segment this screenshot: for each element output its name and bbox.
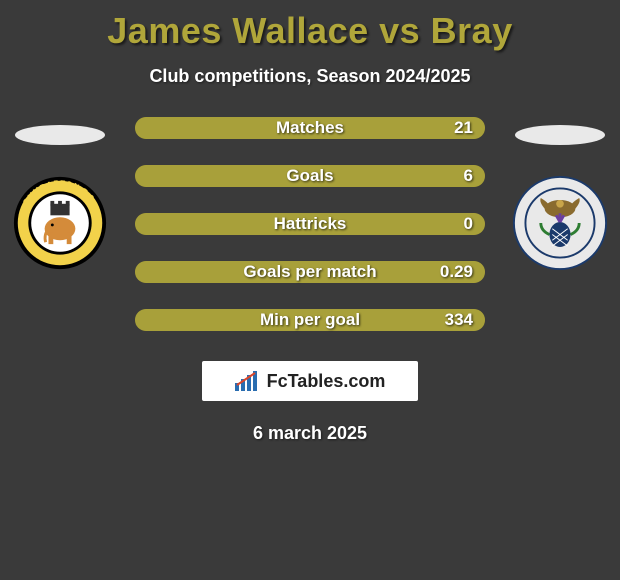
content-area: DUMBARTON F.C. [0,117,620,331]
stat-row-fill [135,213,485,235]
stat-row-fill [135,261,485,283]
dumbarton-crest-icon: DUMBARTON F.C. [12,175,108,271]
stat-row: Goals per match0.29 [135,261,485,283]
comparison-subtitle: Club competitions, Season 2024/2025 [0,66,620,87]
stat-row: Goals6 [135,165,485,187]
stat-row-fill [135,309,485,331]
left-club-crest: DUMBARTON F.C. [12,175,108,271]
generation-date: 6 march 2025 [0,423,620,444]
left-player-column: DUMBARTON F.C. [0,117,120,271]
right-player-name-ellipse [515,125,605,145]
stat-row-fill [135,165,485,187]
stat-bars: Matches21 Goals6 Hattricks0 Goals per match… [135,117,485,331]
inverness-crest-icon [512,175,608,271]
right-player-column [500,117,620,271]
stat-row: Hattricks0 [135,213,485,235]
left-player-name-ellipse [15,125,105,145]
brand-text: FcTables.com [267,371,386,392]
stat-row: Min per goal334 [135,309,485,331]
stat-row-fill [135,117,485,139]
comparison-title: James Wallace vs Bray [0,0,620,52]
bar-chart-icon [235,371,261,391]
stat-row: Matches21 [135,117,485,139]
fctables-brand-box: FcTables.com [202,361,418,401]
right-club-crest [512,175,608,271]
